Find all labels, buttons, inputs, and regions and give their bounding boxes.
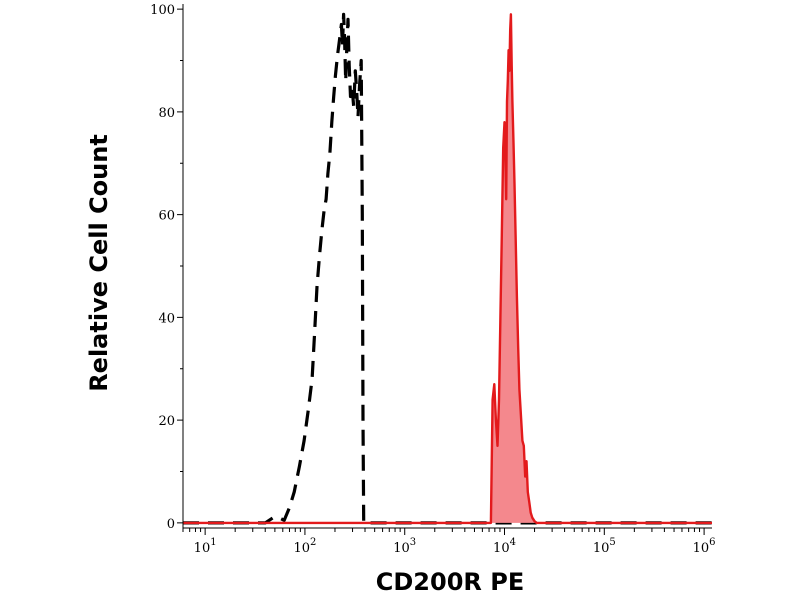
x-tick-label-exponent: 1 bbox=[210, 537, 216, 548]
y-tick-label: 0 bbox=[167, 517, 175, 532]
x-tick-label-base: 10 bbox=[194, 541, 211, 556]
x-tick-label: 103 bbox=[393, 537, 416, 556]
x-tick-label-base: 10 bbox=[293, 541, 310, 556]
y-tick-label: 40 bbox=[158, 311, 175, 326]
series-0-line bbox=[183, 12, 712, 525]
y-tick-label: 100 bbox=[150, 3, 175, 18]
y-tick-label: 80 bbox=[158, 106, 175, 121]
x-tick-label-base: 10 bbox=[593, 541, 610, 556]
x-tick-label: 102 bbox=[293, 537, 316, 556]
x-tick-label-base: 10 bbox=[493, 541, 510, 556]
x-tick-label-exponent: 2 bbox=[310, 537, 316, 548]
x-axis-title: CD200R PE bbox=[376, 568, 524, 596]
x-tick-label-exponent: 4 bbox=[510, 537, 516, 548]
y-axis-title: Relative Cell Count bbox=[85, 134, 113, 392]
x-tick-label-exponent: 6 bbox=[709, 537, 715, 548]
x-tick-label-exponent: 5 bbox=[609, 537, 615, 548]
y-tick-label: 20 bbox=[158, 414, 175, 429]
x-tick-label-exponent: 3 bbox=[410, 537, 416, 548]
x-tick-label-base: 10 bbox=[693, 541, 710, 556]
series-1-area bbox=[183, 14, 712, 523]
x-tick-label: 101 bbox=[194, 537, 217, 556]
x-tick-label: 105 bbox=[593, 537, 616, 556]
x-tick-label-base: 10 bbox=[393, 541, 410, 556]
plot-layer bbox=[183, 12, 712, 525]
x-tick-label: 104 bbox=[493, 537, 516, 556]
series-1-line bbox=[183, 13, 712, 525]
x-tick-label: 106 bbox=[693, 537, 716, 556]
y-tick-label: 60 bbox=[158, 209, 175, 224]
